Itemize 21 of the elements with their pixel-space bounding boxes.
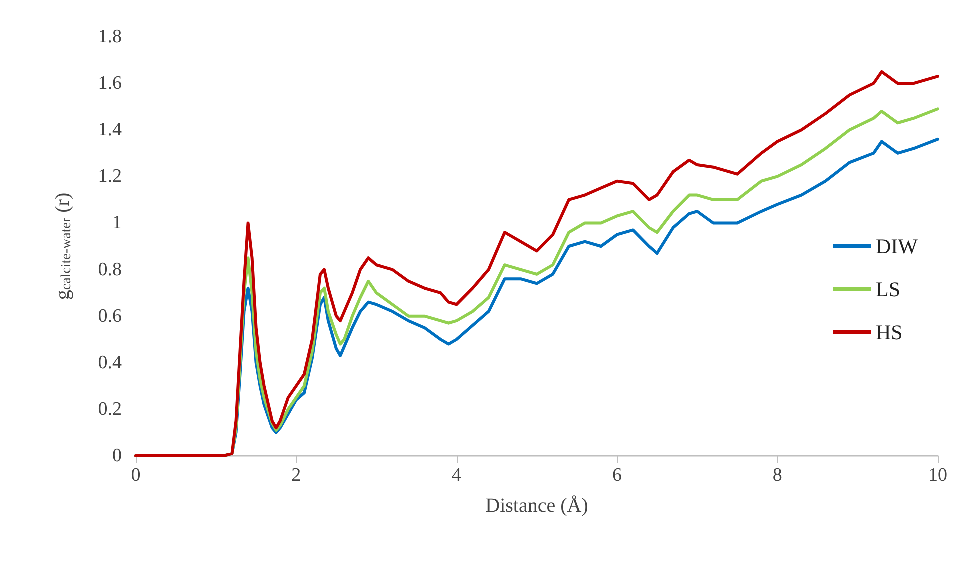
y-tick-label: 1.6	[98, 73, 122, 94]
x-tick-label: 0	[131, 465, 141, 486]
x-tick-label: 4	[452, 465, 462, 486]
x-tick-label: 2	[292, 465, 302, 486]
x-axis-title: Distance (Å)	[486, 495, 588, 517]
x-tick-label: 10	[928, 465, 948, 486]
x-tick-label: 8	[772, 465, 782, 486]
y-tick-label: 0	[112, 446, 122, 466]
legend-label: DIW	[876, 234, 918, 258]
y-axis-title: gcalcite-water (r)	[52, 192, 74, 300]
y-tick-label: 0.2	[98, 398, 122, 420]
y-tick-label: 0.6	[98, 306, 122, 327]
y-tick-label: 1.8	[98, 26, 122, 48]
y-tick-label: 1.4	[98, 120, 122, 141]
y-tick-label: 0.4	[98, 352, 122, 374]
y-tick-label: 1	[112, 212, 122, 234]
y-tick-label: 0.8	[98, 259, 122, 280]
legend-label: LS	[876, 278, 901, 302]
x-tick-label: 6	[612, 465, 622, 486]
legend-label: HS	[876, 320, 903, 344]
y-tick-label: 1.2	[98, 166, 122, 188]
